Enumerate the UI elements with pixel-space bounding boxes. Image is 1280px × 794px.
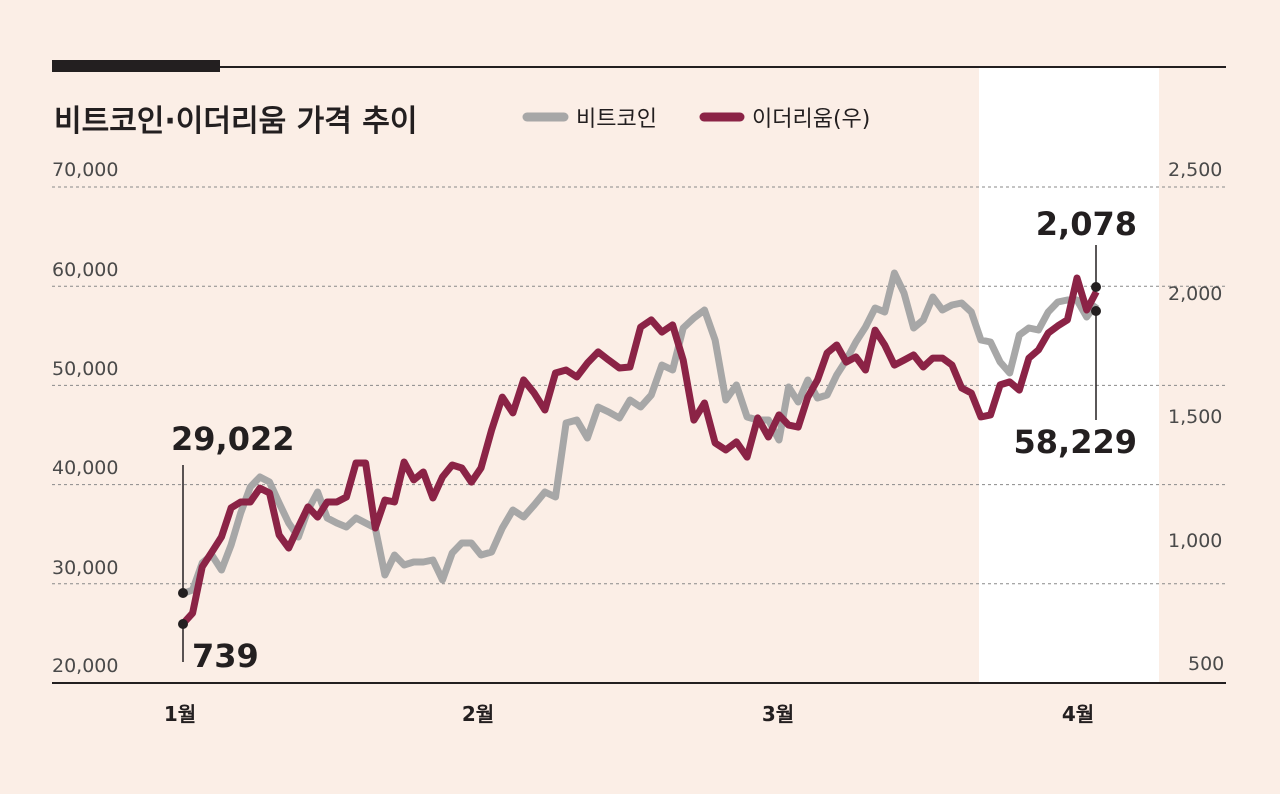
point-btc-end bbox=[1091, 306, 1101, 316]
x-tick: 1월 bbox=[164, 702, 196, 726]
y-left-tick: 60,000 bbox=[52, 259, 118, 281]
y-left-tick: 50,000 bbox=[52, 358, 118, 380]
legend-label-ethereum: 이더리움(우) bbox=[752, 107, 870, 132]
label-btc-end: 58,229 bbox=[1014, 423, 1137, 461]
series-line-bitcoin bbox=[181, 269, 1100, 597]
y-left-tick: 70,000 bbox=[52, 159, 118, 181]
label-btc-start: 29,022 bbox=[171, 420, 294, 458]
y-right-tick: 2,500 bbox=[1168, 159, 1222, 181]
header-bar bbox=[52, 60, 220, 72]
y-left-tick: 40,000 bbox=[52, 457, 118, 479]
y-right-tick: 1,500 bbox=[1168, 406, 1222, 428]
series-line-ethereum bbox=[180, 274, 1100, 627]
x-tick: 2월 bbox=[462, 702, 494, 726]
label-eth-end: 2,078 bbox=[1036, 205, 1137, 243]
y-right-tick: 1,000 bbox=[1168, 530, 1222, 552]
point-eth-start bbox=[178, 619, 188, 629]
x-tick: 4월 bbox=[1062, 702, 1094, 726]
y-right-tick: 2,000 bbox=[1168, 283, 1222, 305]
chart-title: 비트코인·이더리움 가격 추이 bbox=[54, 104, 418, 139]
point-eth-end bbox=[1091, 282, 1101, 292]
y-right-tick: 500 bbox=[1188, 653, 1224, 675]
y-left-tick: 30,000 bbox=[52, 557, 118, 579]
label-eth-start: 739 bbox=[192, 637, 259, 675]
legend-label-bitcoin: 비트코인 bbox=[576, 107, 657, 132]
highlight-band bbox=[979, 68, 1159, 683]
x-tick: 3월 bbox=[762, 702, 794, 726]
point-btc-start bbox=[178, 588, 188, 598]
y-left-tick: 20,000 bbox=[52, 655, 118, 677]
